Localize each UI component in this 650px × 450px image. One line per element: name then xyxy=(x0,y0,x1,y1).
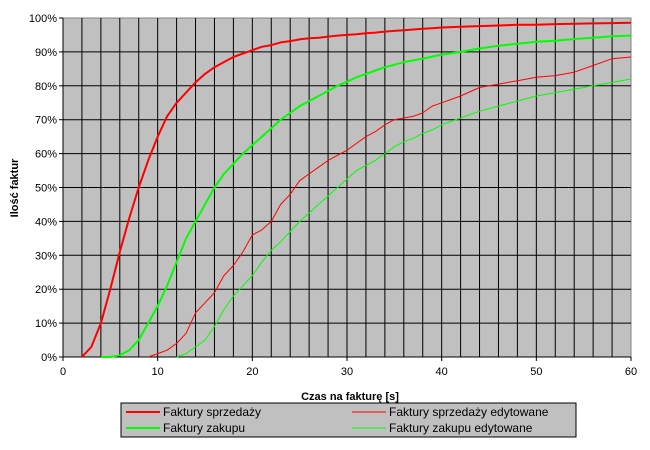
series-line-0 xyxy=(81,21,632,358)
y-tick-label: 100% xyxy=(29,13,57,25)
legend-label-faktury-sprzedazy-edytowane: Faktury sprzedaży edytowane xyxy=(389,405,549,419)
legend: Faktury sprzedaży Faktury zakupu Faktury… xyxy=(120,402,577,438)
y-tick-label: 80% xyxy=(35,81,57,93)
y-tick-label: 30% xyxy=(35,250,57,262)
x-tick-label: 30 xyxy=(341,366,353,378)
x-tick-label: 60 xyxy=(625,366,637,378)
series-line-1 xyxy=(100,34,632,358)
y-tick-label: 10% xyxy=(35,318,57,330)
x-tick-label: 0 xyxy=(60,366,66,378)
x-tick-label: 20 xyxy=(246,366,258,378)
series-line-2 xyxy=(148,56,632,358)
series-lines xyxy=(81,21,632,358)
y-tick-label: 70% xyxy=(35,115,57,127)
y-axis-title: Ilość faktur xyxy=(9,158,21,217)
axes xyxy=(59,17,632,361)
legend-label-faktury-sprzedazy: Faktury sprzedaży xyxy=(163,405,261,419)
grid-lines xyxy=(63,18,631,357)
x-tick-label: 50 xyxy=(530,366,542,378)
legend-label-faktury-zakupu-edytowane: Faktury zakupu edytowane xyxy=(389,421,533,435)
y-tick-label: 90% xyxy=(35,47,57,59)
x-axis-title: Czas na fakturę [s] xyxy=(301,391,399,403)
legend-box xyxy=(120,402,577,438)
y-tick-label: 20% xyxy=(35,284,57,296)
y-tick-label: 40% xyxy=(35,216,57,228)
y-tick-label: 60% xyxy=(35,149,57,161)
x-tick-label: 10 xyxy=(152,366,164,378)
x-tick-label: 40 xyxy=(436,366,448,378)
tick-labels: 0% 10% 20% 30% 40% 50% 60% 70% 80% 90% 100% 0 10 20 30… xyxy=(29,13,637,378)
y-tick-label: 0% xyxy=(41,352,57,364)
series-line-3 xyxy=(176,78,632,358)
y-tick-label: 50% xyxy=(35,183,57,195)
legend-label-faktury-zakupu: Faktury zakupu xyxy=(163,421,245,435)
